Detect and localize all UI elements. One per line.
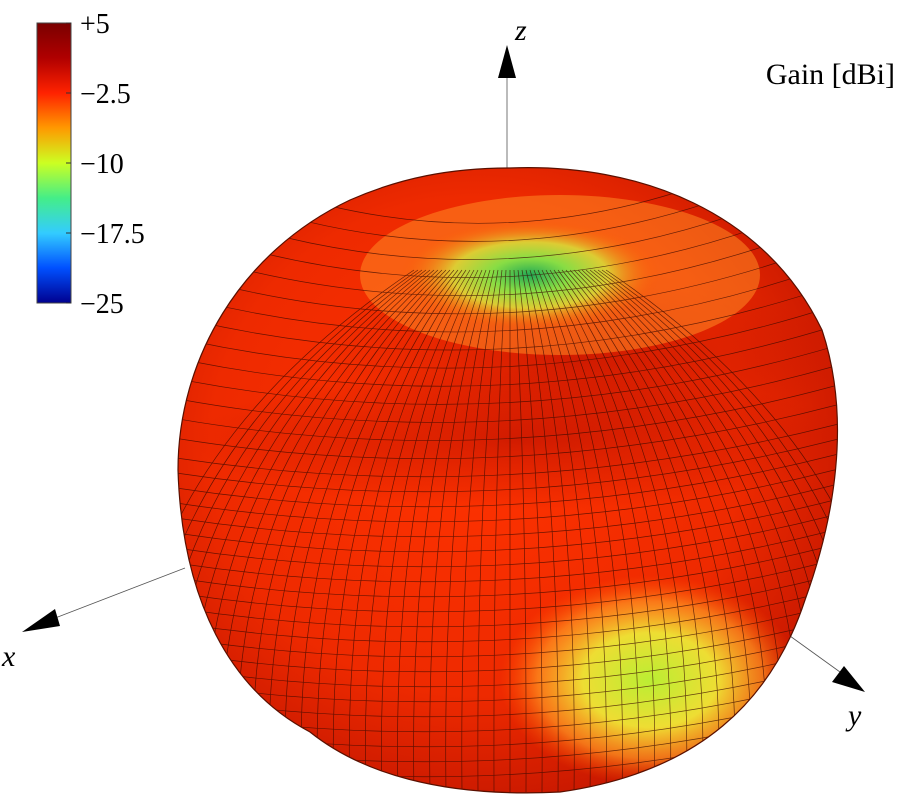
mesh-meridian-line bbox=[178, 269, 415, 793]
chart-title: Gain [dBi] bbox=[766, 58, 895, 91]
y-axis-line bbox=[789, 635, 841, 673]
mesh-meridian-line bbox=[533, 269, 607, 793]
mesh-meridian-line bbox=[300, 269, 459, 793]
mesh-meridian-line bbox=[461, 269, 499, 793]
y-axis-label: y bbox=[845, 699, 862, 732]
colorbar-tick-label: −2.5 bbox=[80, 79, 131, 110]
gain-surface bbox=[178, 167, 838, 793]
mesh-meridian-line bbox=[493, 269, 507, 793]
mesh-latitude-line bbox=[329, 187, 691, 224]
mesh-meridian-line bbox=[529, 269, 591, 793]
mesh-meridian-line bbox=[597, 269, 838, 793]
mesh-meridian-line bbox=[348, 269, 471, 793]
colorbar bbox=[36, 22, 72, 304]
mesh-latitude-line bbox=[307, 201, 713, 242]
mesh-meridian-line bbox=[565, 269, 736, 793]
mesh-meridian-line bbox=[521, 269, 559, 793]
mesh-meridian-line bbox=[381, 269, 479, 793]
mesh-meridian-line bbox=[429, 269, 491, 793]
mesh-meridian-line bbox=[553, 269, 688, 793]
mesh-meridian-line bbox=[593, 269, 838, 793]
z-axis-arrow-icon bbox=[498, 45, 516, 78]
mesh-meridian-line bbox=[513, 269, 527, 793]
colorbar-tick-label: −17.5 bbox=[80, 219, 145, 250]
mesh-meridian-line bbox=[178, 269, 423, 793]
mesh-meridian-line bbox=[561, 269, 720, 793]
mesh-meridian-line bbox=[397, 269, 483, 793]
mesh-meridian-line bbox=[365, 269, 475, 793]
mesh-meridian-line bbox=[332, 269, 467, 793]
mesh-meridian-line bbox=[545, 269, 655, 793]
x-axis-label: x bbox=[1, 640, 16, 673]
mesh-meridian-line bbox=[413, 269, 487, 793]
mesh-meridian-line bbox=[316, 269, 463, 793]
mesh-meridian-line bbox=[178, 269, 427, 793]
colorbar-tick-label: +5 bbox=[80, 9, 110, 40]
mesh-meridian-line bbox=[477, 269, 503, 793]
z-axis-label: z bbox=[514, 14, 527, 47]
x-axis-line bbox=[49, 567, 186, 621]
mesh-latitude-line bbox=[285, 214, 735, 260]
mesh-meridian-line bbox=[525, 269, 575, 793]
y-axis-arrow-icon bbox=[832, 666, 865, 692]
mesh-meridian-line bbox=[517, 269, 543, 793]
mesh-meridian-line bbox=[541, 269, 639, 793]
mesh-meridian-line bbox=[549, 269, 672, 793]
mesh-meridian-line bbox=[178, 269, 419, 793]
mesh-meridian-line bbox=[557, 269, 704, 793]
mesh-meridian-line bbox=[537, 269, 623, 793]
mesh-meridian-line bbox=[601, 269, 838, 793]
mesh-meridian-line bbox=[284, 269, 455, 793]
mesh-meridian-line bbox=[445, 269, 495, 793]
low-gain-lobe-region bbox=[500, 575, 800, 785]
colorbar-tick-label: −10 bbox=[80, 149, 124, 180]
colorbar-tick-label: −25 bbox=[80, 289, 124, 320]
x-axis-arrow-icon bbox=[22, 609, 60, 632]
